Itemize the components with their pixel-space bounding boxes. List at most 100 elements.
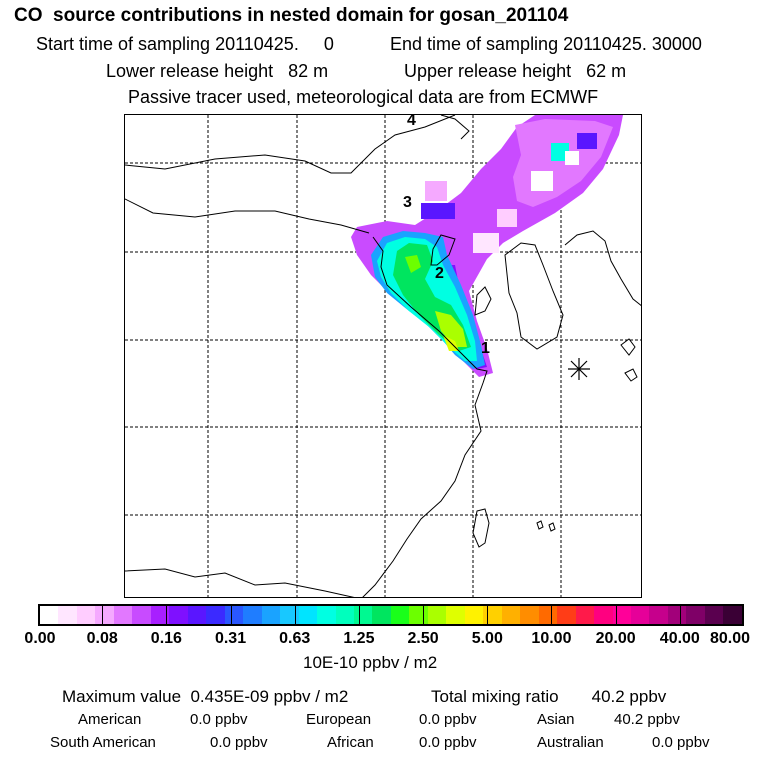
marker-4: 4 xyxy=(407,115,416,129)
colorbar-segment xyxy=(390,606,410,624)
japan-coast xyxy=(564,230,641,307)
colorbar-divider xyxy=(615,606,617,624)
region-name-african: African xyxy=(327,734,374,751)
colorbar-segment xyxy=(224,606,244,624)
colorbar-tick-label: 2.50 xyxy=(407,630,439,647)
colorbar-tick-label: 0.63 xyxy=(279,630,311,647)
plume-patch xyxy=(531,171,553,191)
total-mixing-ratio-label: Total mixing ratio 40.2 ppbv xyxy=(431,687,667,706)
station-symbol xyxy=(568,358,590,380)
colorbar xyxy=(38,604,744,626)
colorbar-segment xyxy=(483,606,502,624)
colorbar-divider xyxy=(487,606,489,624)
map-canvas: 1 2 3 4 xyxy=(125,115,641,597)
colorbar-segment xyxy=(243,606,262,624)
colorbar-segment xyxy=(187,606,207,624)
colorbar-segment xyxy=(132,606,151,624)
border-line xyxy=(125,115,456,174)
plume-patch xyxy=(565,151,579,165)
region-value-australian: 0.0 ppbv xyxy=(652,734,710,751)
colorbar-segment xyxy=(95,606,114,624)
colorbar-tick-label: 80.00 xyxy=(709,630,751,647)
island xyxy=(548,522,556,532)
shandong-tip xyxy=(474,286,492,316)
colorbar-segment xyxy=(76,606,96,624)
colorbar-segment xyxy=(206,606,225,624)
colorbar-segment xyxy=(335,606,354,624)
colorbar-divider xyxy=(294,606,296,624)
colorbar-tick-label: 40.00 xyxy=(659,630,700,647)
colorbar-segment xyxy=(113,606,133,624)
colorbar-segment xyxy=(464,606,484,624)
colorbar-segment xyxy=(631,606,650,624)
marker-3: 3 xyxy=(403,194,412,211)
colorbar-segment xyxy=(723,606,742,624)
start-time-label: Start time of sampling 20110425. 0 xyxy=(36,34,334,54)
colorbar-divider xyxy=(551,606,553,624)
colorbar-segment xyxy=(427,606,447,624)
border-line xyxy=(440,115,470,140)
colorbar-tick-label: 0.31 xyxy=(214,630,247,647)
plume-patch xyxy=(425,181,447,201)
colorbar-segment xyxy=(261,606,281,624)
region-name-australian: Australian xyxy=(537,734,604,751)
region-name-south-american: South American xyxy=(50,734,156,751)
colorbar-divider xyxy=(679,606,681,624)
colorbar-segment xyxy=(538,606,558,624)
region-value-asian: 40.2 ppbv xyxy=(614,711,680,728)
colorbar-tick-label: 5.00 xyxy=(471,630,503,647)
colorbar-segment xyxy=(40,606,59,624)
plume-band-lime xyxy=(405,255,421,273)
plume-patch xyxy=(473,233,499,253)
upper-release-label: Upper release height 62 m xyxy=(404,61,627,81)
plume-band-yellowgreen xyxy=(435,311,467,347)
colorbar-segment xyxy=(150,606,170,624)
south-china-coast xyxy=(125,568,355,597)
bohai-inlet xyxy=(430,234,456,266)
colorbar-tick-label: 1.25 xyxy=(343,630,375,647)
concentration-plume xyxy=(351,115,623,377)
korean-peninsula xyxy=(504,242,564,350)
colorbar-unit: 10E-10 ppbv / m2 xyxy=(303,653,438,672)
region-value-european: 0.0 ppbv xyxy=(419,711,477,728)
plume-patch xyxy=(497,209,517,227)
end-time-label: End time of sampling 20110425. 30000 xyxy=(390,34,702,54)
colorbar-segment xyxy=(409,606,428,624)
colorbar-divider xyxy=(230,606,232,624)
colorbar-segment xyxy=(557,606,576,624)
colorbar-segment xyxy=(372,606,391,624)
island xyxy=(620,338,636,356)
border-line xyxy=(125,198,370,234)
region-name-american: American xyxy=(78,711,142,728)
tracer-info-label: Passive tracer used, meteorological data… xyxy=(128,87,599,107)
colorbar-segment xyxy=(317,606,336,624)
region-value-african: 0.0 ppbv xyxy=(419,734,477,751)
plume-patch xyxy=(577,133,597,149)
colorbar-segment xyxy=(612,606,631,624)
marker-1: 1 xyxy=(481,340,490,357)
colorbar-segment xyxy=(353,606,373,624)
region-name-european: European xyxy=(306,711,372,728)
plume-patch xyxy=(421,203,455,219)
colorbar-tick-label: 10.00 xyxy=(531,630,572,647)
colorbar-tick-label: 0.16 xyxy=(150,630,182,647)
colorbar-divider xyxy=(166,606,168,624)
colorbar-tick-label: 0.08 xyxy=(86,630,118,647)
colorbar-segment xyxy=(594,606,613,624)
colorbar-segment xyxy=(686,606,705,624)
coastlines xyxy=(125,115,641,597)
region-value-american: 0.0 ppbv xyxy=(190,711,248,728)
colorbar-divider xyxy=(358,606,360,624)
colorbar-segment xyxy=(280,606,299,624)
colorbar-segment xyxy=(501,606,521,624)
china-coast xyxy=(362,236,488,597)
map-title: CO source contributions in nested domain… xyxy=(14,5,569,26)
colorbar-segment xyxy=(298,606,318,624)
colorbar-segment xyxy=(169,606,188,624)
colorbar-divider xyxy=(102,606,104,624)
region-name-asian: Asian xyxy=(537,711,575,728)
island xyxy=(624,368,638,382)
colorbar-tick-label: 0.00 xyxy=(24,630,56,647)
colorbar-segment xyxy=(704,606,724,624)
plume-patch xyxy=(551,143,569,161)
